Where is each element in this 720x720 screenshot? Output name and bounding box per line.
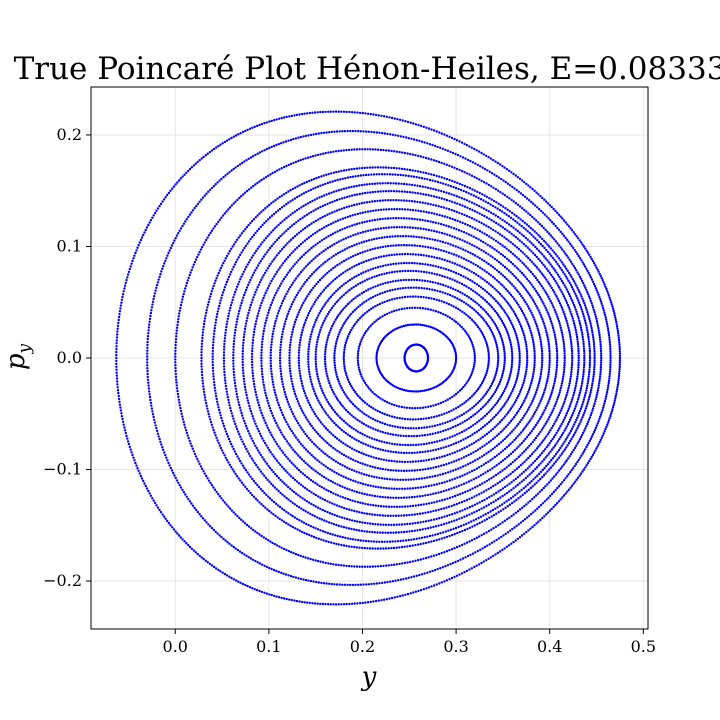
orbit-curve xyxy=(307,261,521,455)
orbit-points xyxy=(297,252,529,464)
y-tick-label: −0.1 xyxy=(43,460,82,479)
orbit-points xyxy=(241,199,574,517)
orbit-points xyxy=(314,269,514,447)
x-tick-label: 0.1 xyxy=(256,637,281,656)
axis-ticks: 0.0 0.1 0.2 0.3 0.4 0.5 −0.2 −0.1 0.0 0.1 0.2 xyxy=(43,125,656,656)
orbit-curve xyxy=(333,286,500,430)
x-tick-label: 0.4 xyxy=(537,637,562,656)
orbit-points xyxy=(356,306,477,410)
orbit-points xyxy=(323,278,507,438)
orbit-points xyxy=(250,208,566,508)
x-tick-label: 0.2 xyxy=(350,637,375,656)
orbit-curve xyxy=(278,235,544,481)
orbit-points xyxy=(260,217,559,499)
orbit-points xyxy=(375,323,458,393)
orbit-curve xyxy=(250,208,566,508)
x-tick-label: 0.0 xyxy=(163,637,188,656)
orbit-curve xyxy=(260,217,559,499)
orbit-points xyxy=(288,243,536,473)
y-tick-label: 0.0 xyxy=(57,348,82,367)
orbit-curve xyxy=(174,148,603,568)
orbit-curve xyxy=(241,199,574,517)
y-tick-label: 0.1 xyxy=(57,236,82,255)
orbit-curve xyxy=(232,189,580,527)
orbit-curve xyxy=(375,323,458,393)
orbit-curve xyxy=(314,269,514,447)
orbit-points xyxy=(342,295,491,421)
orbit-curve xyxy=(269,226,551,490)
orbit-curve xyxy=(356,306,477,410)
orbit-points xyxy=(174,148,603,568)
y-axis-label-sub: y xyxy=(15,343,35,354)
orbit-points xyxy=(232,189,580,527)
y-tick-label: −0.2 xyxy=(43,571,82,590)
orbit-curve xyxy=(200,166,596,550)
orbit-points xyxy=(333,286,500,430)
orbit-curve xyxy=(222,182,586,534)
orbit-points xyxy=(115,110,622,606)
svg-text:py: py xyxy=(1,343,35,370)
x-tick-label: 0.3 xyxy=(443,637,468,656)
orbit-curve xyxy=(211,173,592,543)
orbit-curve xyxy=(297,252,529,464)
y-tick-label: 0.2 xyxy=(57,125,82,144)
orbit-points xyxy=(211,173,592,543)
orbit-curve xyxy=(115,110,622,606)
chart-title: True Poincaré Plot Hénon-Heiles, E=0.083… xyxy=(14,51,720,87)
orbit-points xyxy=(278,235,544,481)
orbit-points xyxy=(222,182,586,534)
orbit-curve xyxy=(342,295,491,421)
x-axis-label: y xyxy=(361,662,377,692)
x-tick-label: 0.5 xyxy=(631,637,656,656)
y-axis-label-main: p xyxy=(1,353,31,370)
y-axis-label: py xyxy=(1,343,35,370)
orbit-curve xyxy=(146,129,612,587)
orbit-points xyxy=(307,261,521,455)
orbit-points xyxy=(200,166,596,550)
orbit-curve xyxy=(403,343,430,373)
orbit-points xyxy=(269,226,551,490)
orbit-curve xyxy=(323,278,507,438)
orbit-points xyxy=(146,129,612,587)
orbit-points xyxy=(403,343,430,373)
orbit-curve xyxy=(288,243,536,473)
scatter-points xyxy=(115,110,622,606)
